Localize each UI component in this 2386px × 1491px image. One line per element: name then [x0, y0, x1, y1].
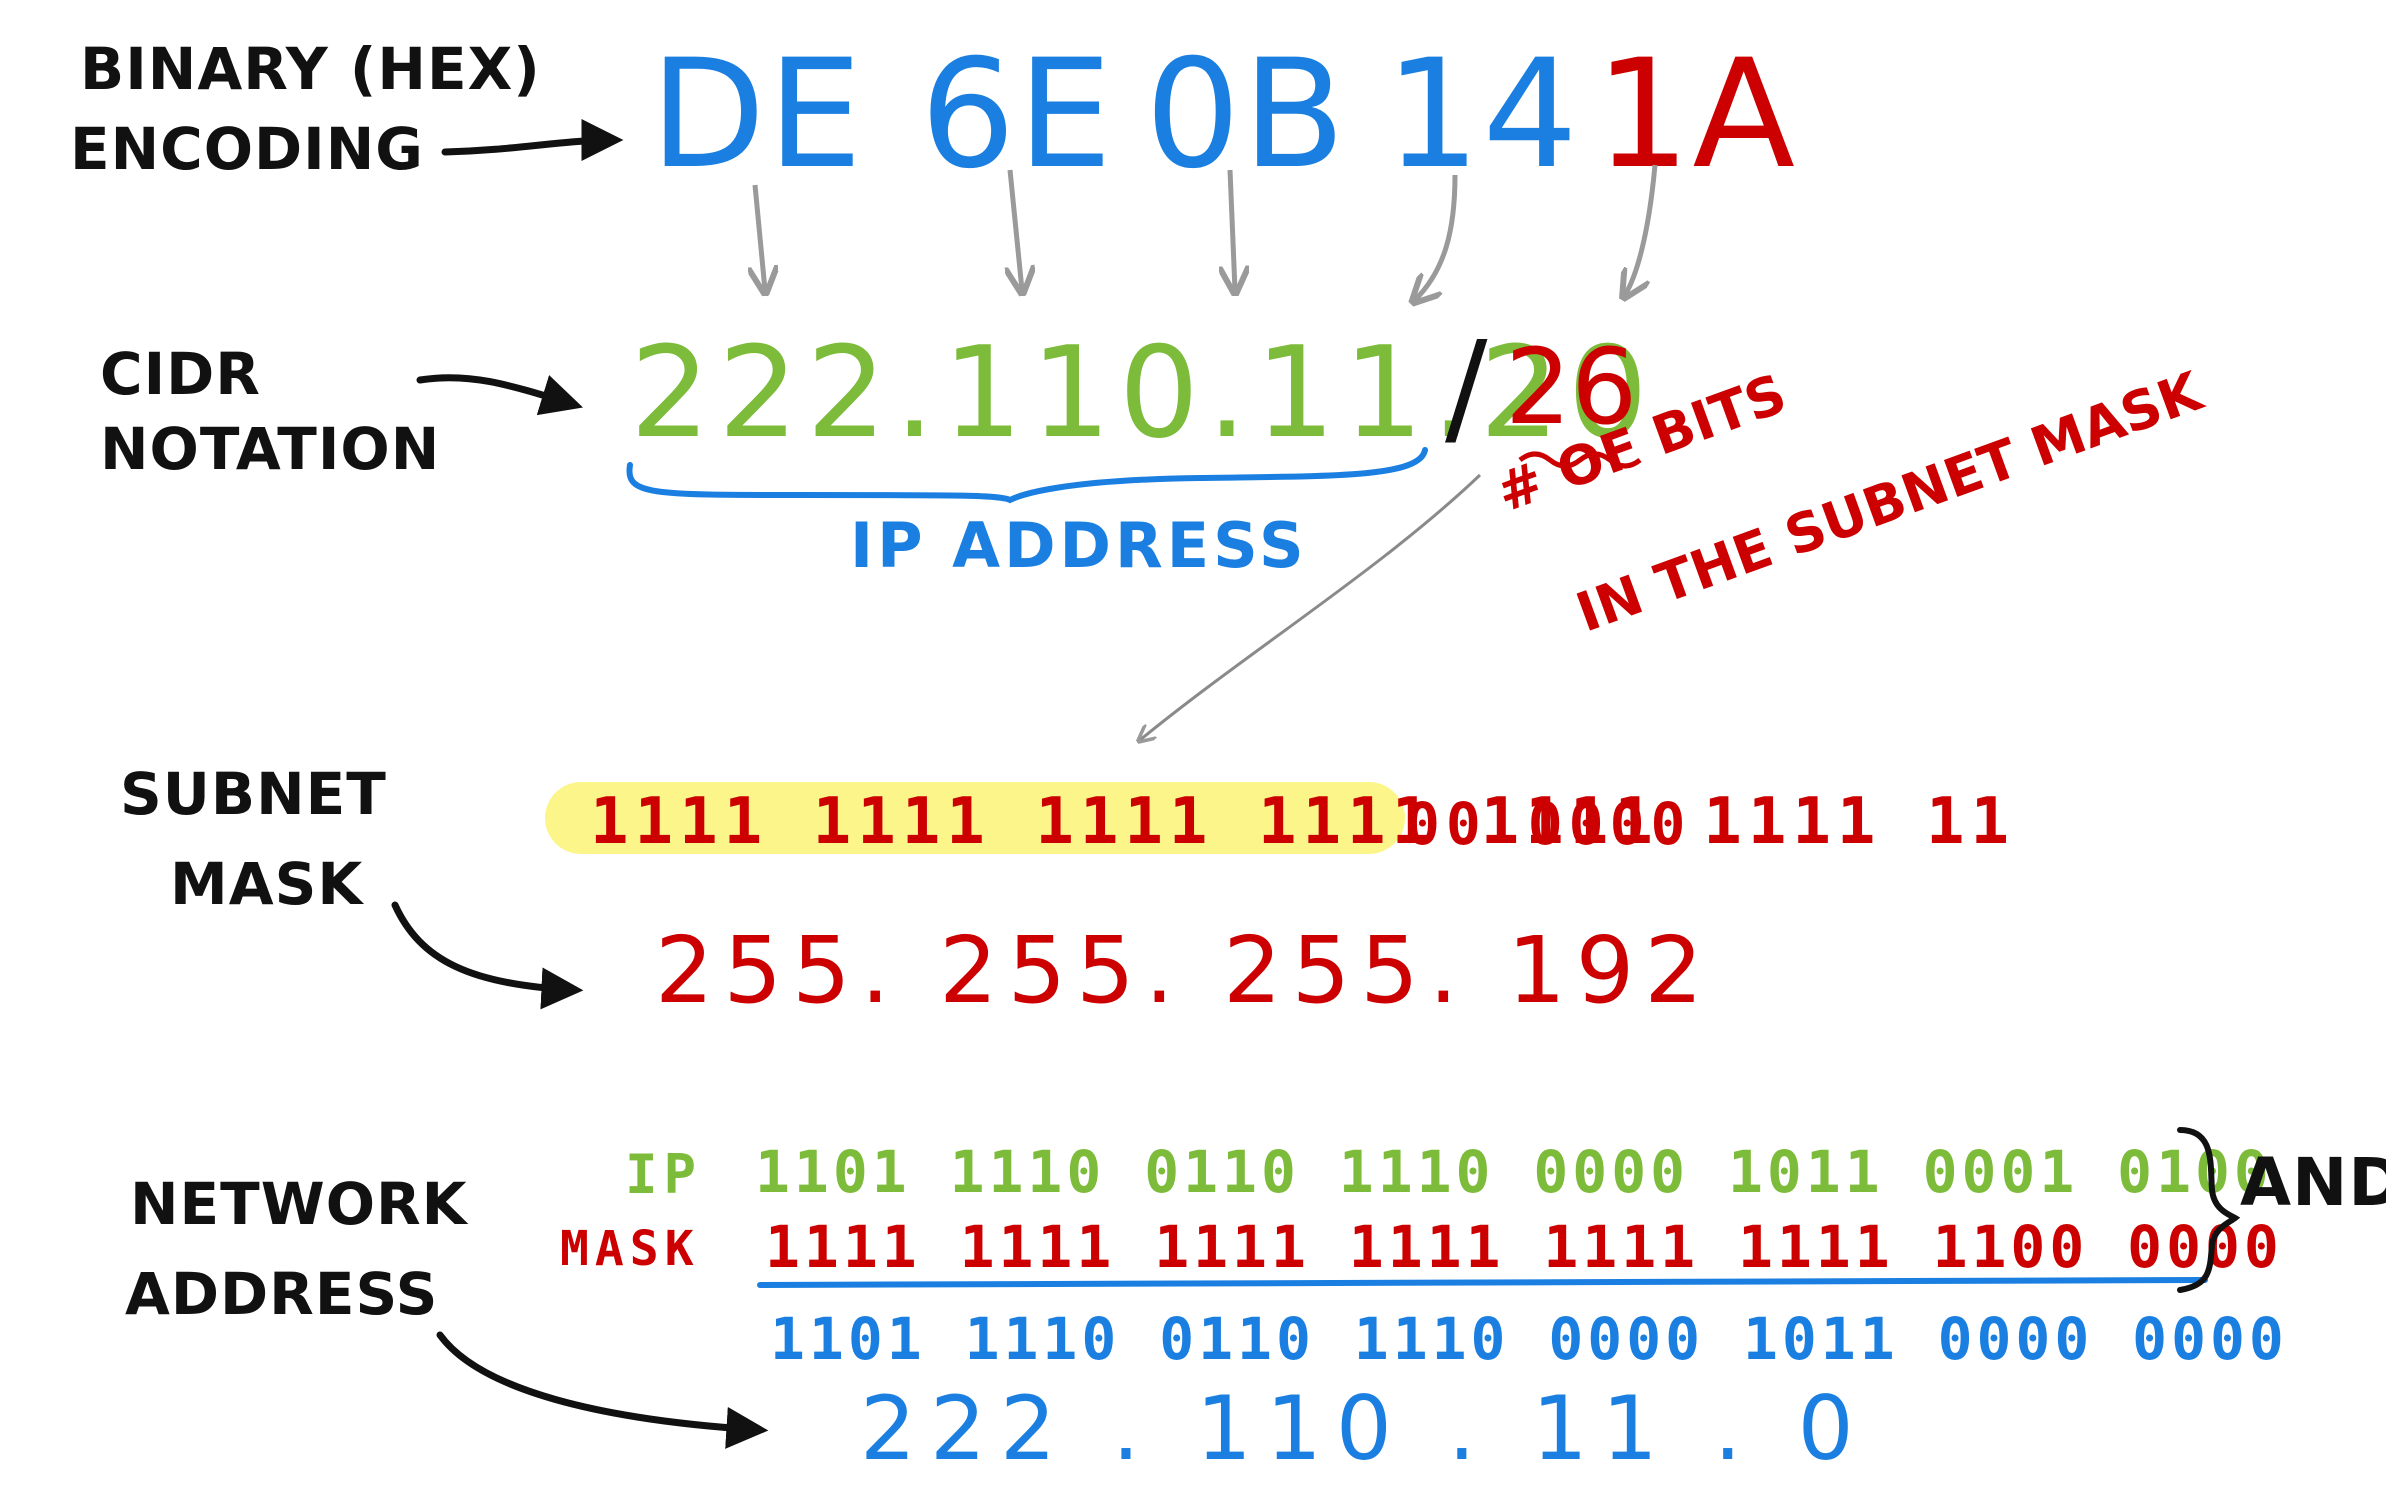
arrow-hex-4	[1415, 174, 1458, 300]
ip-brace	[626, 447, 1428, 504]
and-brace	[2177, 1127, 2241, 1293]
calc-result-decimal: 222 . 110 . 11 . 0	[860, 1377, 1868, 1480]
and-result-rule	[757, 1277, 2208, 1288]
ip-address-caption: IP ADDRESS	[850, 509, 1308, 582]
label-address: ADDRESS	[125, 1260, 439, 1328]
subnet-mask-binary-ones: 1111 1111 1111 1111 1111 1111 11	[590, 785, 2015, 859]
label-encoding: ENCODING	[70, 115, 424, 183]
hex-mask-byte: 1A	[1595, 28, 1798, 202]
calc-mask-bits: 1111 1111 1111 1111 1111 1111 1100 0000	[765, 1213, 2283, 1281]
arrow-network-address	[436, 1331, 769, 1449]
calc-result-bits: 1101 1110 0110 1110 0000 1011 0000 0000	[770, 1305, 2288, 1373]
calc-ip-bits: 1101 1110 0110 1110 0000 1011 0001 0100	[755, 1138, 2273, 1206]
calc-ip-label: IP	[625, 1143, 703, 1206]
hex-byte-2: 6E	[920, 28, 1115, 202]
cidr-prefix: 26	[1505, 326, 1638, 448]
label-cidr: CIDR	[100, 340, 261, 408]
arrow-hex-1	[755, 184, 765, 290]
label-mask: MASK	[170, 850, 364, 918]
calc-mask-label: MASK	[560, 1221, 700, 1277]
hex-byte-1: DE	[650, 28, 865, 202]
subnet-mask-highlight	[545, 782, 1405, 854]
and-label: AND	[2240, 1144, 2386, 1221]
cidr-slash: /	[1445, 314, 1496, 461]
prefix-squiggle	[1518, 451, 1642, 469]
label-binary-hex: BINARY (HEX)	[80, 35, 541, 103]
hex-byte-3: 0B	[1145, 28, 1348, 202]
arrow-prefix-to-mask	[1140, 473, 1482, 740]
subnet-mask-decimal: 255. 255. 255. 192	[655, 917, 1713, 1024]
subnet-mask-binary-zeros: 00 0000	[1405, 790, 1692, 858]
label-network: NETWORK	[130, 1170, 468, 1238]
cidr-ip: 222.110.11.20	[630, 319, 1656, 466]
arrow-cidr	[416, 374, 584, 416]
label-subnet: SUBNET	[120, 760, 387, 828]
arrow-hex-2	[1010, 169, 1022, 290]
arrow-hex-3	[1230, 169, 1235, 290]
arrow-encoding	[441, 119, 624, 162]
arrow-hex-mask	[1625, 164, 1658, 295]
arrow-subnet-mask	[391, 901, 584, 1010]
hex-byte-4: 14	[1385, 28, 1580, 202]
label-notation: NOTATION	[100, 415, 441, 483]
